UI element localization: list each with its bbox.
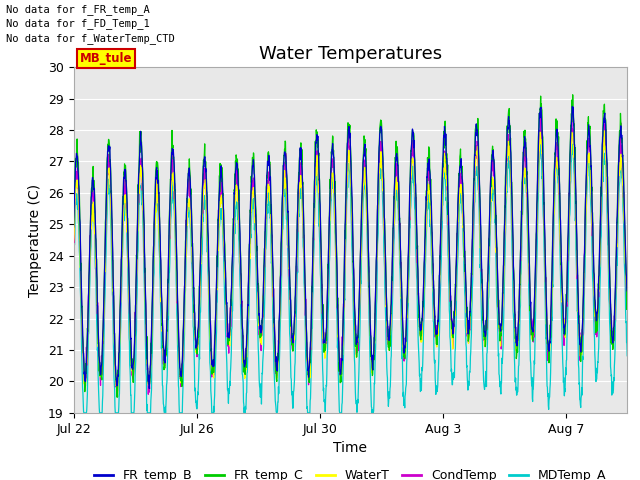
Title: Water Temperatures: Water Temperatures xyxy=(259,45,442,63)
Text: No data for f_FD_Temp_1: No data for f_FD_Temp_1 xyxy=(6,18,150,29)
Y-axis label: Temperature (C): Temperature (C) xyxy=(28,183,42,297)
Text: No data for f_WaterTemp_CTD: No data for f_WaterTemp_CTD xyxy=(6,33,175,44)
Text: No data for f_FR_temp_A: No data for f_FR_temp_A xyxy=(6,4,150,15)
Text: MB_tule: MB_tule xyxy=(80,52,132,65)
Legend: FR_temp_B, FR_temp_C, WaterT, CondTemp, MDTemp_A: FR_temp_B, FR_temp_C, WaterT, CondTemp, … xyxy=(90,464,611,480)
X-axis label: Time: Time xyxy=(333,441,367,455)
